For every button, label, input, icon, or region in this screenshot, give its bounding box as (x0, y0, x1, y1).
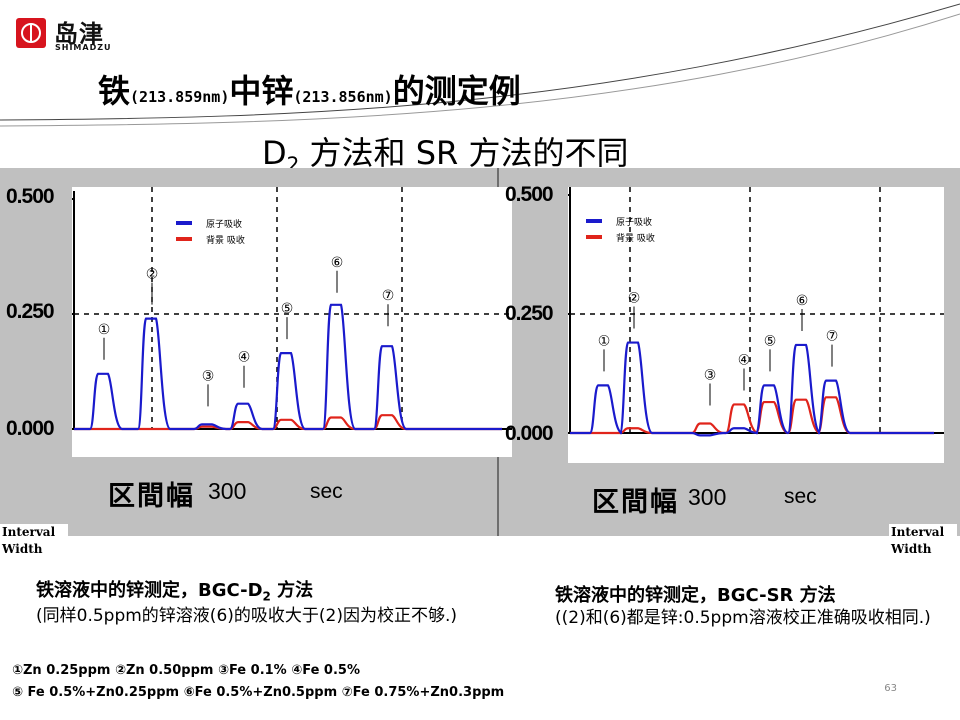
subtitle-rest: 方法和 SR 方法的不同 (299, 134, 629, 172)
callout-label: ⑥ (796, 293, 809, 309)
title-wavelength-1: (213.859nm) (130, 88, 230, 106)
caption-left-title-a: 铁溶液中的锌测定，BGC-D (36, 580, 263, 601)
caption-left-title: 铁溶液中的锌测定，BGC-D2 方法 (36, 576, 313, 604)
callout-label: ① (98, 322, 111, 338)
sample-key-line-1: ①Zn 0.25ppm ②Zn 0.50ppm ③Fe 0.1% ④Fe 0.5… (12, 663, 360, 678)
x-label-left-num: 300 (208, 478, 247, 504)
interval-word: Interval (891, 525, 945, 539)
callout-label: ⑤ (281, 301, 294, 317)
title-part-3: 的测定例 (392, 72, 521, 110)
legend-label-background: 背景 吸收 (616, 232, 655, 244)
callout-label: ③ (202, 368, 215, 384)
title-part-1: 铁 (98, 72, 131, 110)
x-label-left-cn: 区間幅 (108, 481, 195, 512)
title-part-2: 中锌 (229, 72, 294, 110)
x-label-right-num: 300 (688, 484, 727, 510)
callout-label: ④ (238, 350, 251, 366)
callout-label: ⑤ (764, 333, 777, 349)
interval-width-right: Interval Width (889, 524, 957, 558)
interval-width-left: Interval Width (0, 524, 68, 558)
y-tick-left-mid: 0.250 (6, 300, 55, 323)
legend-swatch-background (176, 237, 192, 241)
callout-label: ③ (704, 367, 717, 383)
page-title: 铁(213.859nm)中锌(213.856nm)的测定例 (98, 66, 521, 112)
callout-label: ② (628, 291, 641, 307)
caption-left-title-b: 方法 (270, 580, 314, 601)
logo-chinese: 岛津 (54, 20, 104, 48)
width-word: Width (891, 542, 932, 556)
callout-label: ② (146, 267, 159, 283)
callout-label: ④ (738, 352, 751, 368)
caption-left-note: (同样0.5ppm的锌溶液(6)的吸收大于(2)因为校正不够.) (36, 606, 458, 626)
page-number: 63 (884, 683, 897, 694)
x-label-right-unit: sec (784, 485, 817, 508)
callout-label: ① (598, 333, 611, 349)
caption-right-title: 铁溶液中的锌测定，BGC-SR 方法 (555, 585, 836, 606)
legend-swatch-atomic (586, 219, 602, 223)
callout-label: ⑦ (826, 329, 839, 345)
y-tick-left-bottom: 0.000 (6, 417, 55, 440)
y-tick-left-top: 0.500 (6, 185, 55, 208)
caption-right-note: ((2)和(6)都是锌:0.5ppm溶液校正准确吸收相同.) (555, 608, 931, 628)
series-background-absorption (74, 414, 502, 431)
width-word: Width (2, 542, 43, 556)
x-label-right-cn: 区間幅 (592, 487, 679, 518)
callout-label: ⑦ (382, 288, 395, 304)
header-decoration (0, 3, 960, 127)
legend-label-atomic: 原子吸收 (616, 216, 652, 228)
callout-label: ⑥ (331, 255, 344, 271)
y-tick-right-bottom: 0.000 (505, 422, 554, 445)
logo-english: SHIMADZU (55, 43, 112, 52)
legend-label-background: 背景 吸收 (206, 234, 245, 246)
shimadzu-logo-icon (16, 18, 46, 48)
y-tick-right-top: 0.500 (505, 183, 554, 206)
legend-swatch-atomic (176, 221, 192, 225)
legend-swatch-background (586, 235, 602, 239)
x-label-left-unit: sec (310, 480, 343, 503)
legend-label-atomic: 原子吸收 (206, 218, 242, 230)
series-atomic-absorption (74, 303, 502, 431)
series-atomic-absorption (570, 341, 934, 437)
sample-key-line-2: ⑤ Fe 0.5%+Zn0.25ppm ⑥Fe 0.5%+Zn0.5ppm ⑦F… (12, 685, 505, 700)
subtitle-d: D (262, 134, 287, 172)
interval-word: Interval (2, 525, 56, 539)
page-subtitle: D2 方法和 SR 方法的不同 (262, 128, 628, 176)
title-wavelength-2: (213.856nm) (293, 88, 393, 106)
y-tick-right-mid: 0.250 (505, 302, 554, 325)
caption-left-title-sub: 2 (262, 589, 271, 604)
